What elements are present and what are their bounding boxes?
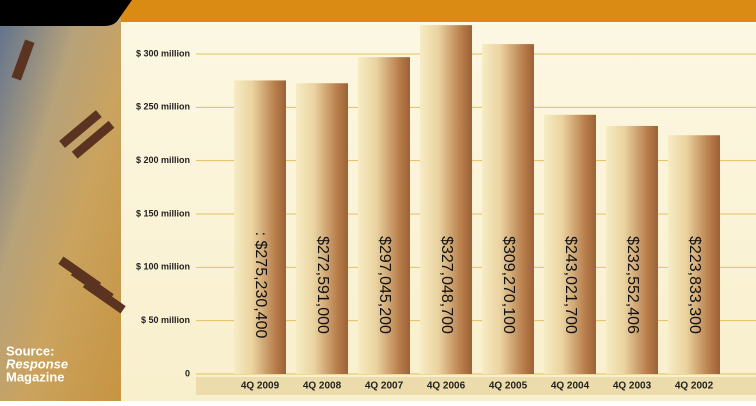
x-tick-label: 4Q 2009 xyxy=(241,381,280,392)
source-suffix: Magazine xyxy=(6,369,65,384)
value-label: : $275,230,400 xyxy=(252,232,269,339)
y-tick-label: $ 100 million xyxy=(136,262,190,272)
y-tick-label: $ 200 million xyxy=(136,155,190,165)
y-tick-label: $ 300 million xyxy=(136,48,190,58)
value-label: $309,270,100 xyxy=(500,236,517,334)
chart: Source: Response Magazine 0$ 50 million$… xyxy=(0,0,756,401)
x-tick-label: 4Q 2003 xyxy=(613,381,652,392)
value-label: $232,552,406 xyxy=(624,236,641,334)
x-tick-label: 4Q 2005 xyxy=(489,381,528,392)
value-label: $297,045,200 xyxy=(376,236,393,334)
x-tick-label: 4Q 2008 xyxy=(303,381,342,392)
y-tick-label: $ 250 million xyxy=(136,102,190,112)
x-tick-label: 4Q 2002 xyxy=(675,381,714,392)
page: Source: Response Magazine 0$ 50 million$… xyxy=(0,0,756,401)
header-bar xyxy=(121,0,756,22)
x-tick-label: 4Q 2006 xyxy=(427,381,466,392)
value-label: $272,591,000 xyxy=(314,236,331,334)
x-tick-label: 4Q 2007 xyxy=(365,381,404,392)
x-tick-label: 4Q 2004 xyxy=(551,381,590,392)
header-tab xyxy=(0,0,132,26)
y-tick-label: 0 xyxy=(185,368,190,378)
y-tick-label: $ 150 million xyxy=(136,208,190,218)
y-tick-label: $ 50 million xyxy=(141,315,190,325)
value-label: $223,833,300 xyxy=(686,236,703,334)
category-strip xyxy=(196,377,756,395)
value-label: $243,021,700 xyxy=(562,236,579,334)
value-label: $327,048,700 xyxy=(438,236,455,334)
